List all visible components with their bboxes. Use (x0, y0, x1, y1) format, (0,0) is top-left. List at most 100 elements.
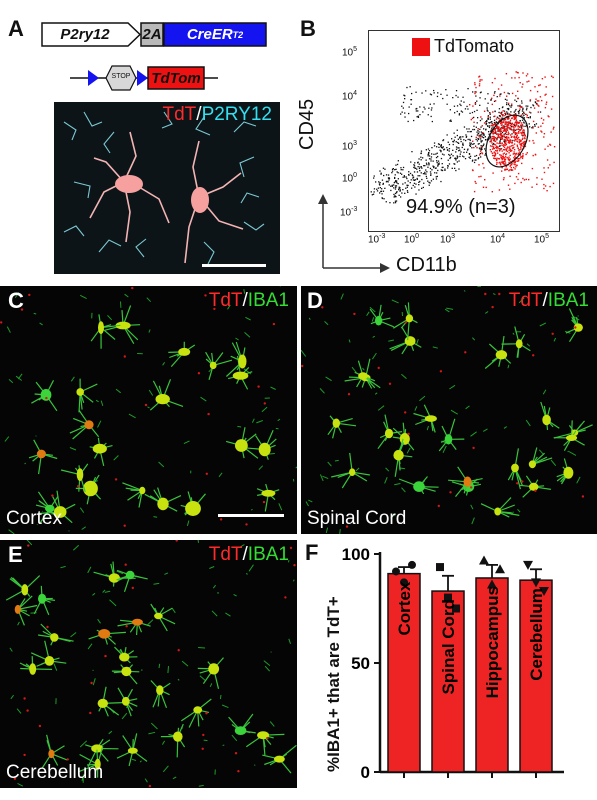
flow-tdtomato-dot (500, 84, 503, 86)
flow-event-dot (498, 111, 500, 114)
flow-event-dot (443, 149, 445, 151)
flow-event-dot (456, 105, 459, 107)
flow-event-dot (444, 169, 446, 171)
flow-tdtomato-dot (491, 97, 493, 99)
flow-event-dot (447, 167, 449, 169)
flow-event-dot (414, 179, 416, 181)
red-speck (266, 736, 269, 740)
flow-tdtomato-dot (523, 134, 525, 136)
flow-event-dot (494, 91, 496, 93)
flow-event-dot (464, 158, 467, 160)
flow-tdtomato-dot (520, 114, 523, 116)
flow-event-dot (499, 144, 501, 147)
flow-event-dot (514, 99, 516, 101)
flow-event-dot (382, 167, 385, 169)
flow-legend-label: TdTomato (434, 36, 515, 56)
process-fragment (390, 513, 397, 519)
process-fragment (146, 619, 154, 626)
flow-event-dot (424, 171, 426, 173)
flow-event-dot (507, 92, 509, 94)
flow-tdtomato-dot (494, 152, 496, 154)
flow-event-dot (473, 125, 475, 127)
flow-event-dot (450, 120, 452, 122)
flow-event-dot (398, 194, 400, 196)
flow-tdtomato-dot (494, 144, 497, 146)
process-fragment (391, 299, 399, 304)
microglia-cell-body (125, 570, 135, 580)
red-speck (377, 366, 380, 370)
flow-tdtomato-dot (505, 131, 507, 133)
flow-event-dot (433, 92, 435, 94)
microglia-cell-body (84, 420, 94, 430)
flow-event-dot (399, 172, 402, 174)
process-fragment (218, 472, 223, 478)
process-fragment (153, 516, 158, 518)
flow-event-dot (481, 140, 483, 142)
flow-event-dot (421, 178, 423, 181)
flow-event-dot (418, 163, 420, 165)
flow-event-dot (482, 144, 485, 146)
process-fragment (16, 708, 22, 714)
flow-xtick-1e4: 104 (490, 233, 505, 245)
process-fragment (471, 517, 475, 525)
flow-scatter (366, 71, 556, 204)
flow-tdtomato-dot (522, 137, 524, 139)
flow-event-dot (416, 178, 418, 180)
red-speck (534, 489, 537, 492)
process-fragment (97, 420, 102, 428)
flow-event-dot (396, 191, 398, 193)
red-speck (581, 495, 585, 498)
microglia-cell-body (384, 428, 394, 439)
flow-xtick-base: 10 (490, 234, 502, 246)
flow-event-dot (435, 156, 438, 159)
flow-event-dot (490, 129, 492, 131)
flow-event-dot (486, 109, 488, 111)
flow-event-dot (427, 155, 429, 157)
image-d-region: Spinal Cord (307, 508, 407, 529)
flow-event-dot (436, 152, 438, 154)
process-fragment (172, 776, 177, 780)
flow-event-dot (481, 148, 483, 150)
flow-tdtomato-dot (511, 122, 513, 125)
flow-tdtomato-dot (509, 145, 511, 148)
flow-event-dot (470, 144, 472, 146)
flow-event-dot (521, 100, 523, 102)
flow-event-dot (489, 112, 491, 114)
flow-event-dot (395, 185, 398, 187)
flow-tdtomato-dot (514, 182, 516, 185)
flow-tdtomato-dot (502, 127, 505, 129)
flow-tdtomato-dot (521, 157, 524, 160)
flow-event-dot (523, 121, 525, 123)
flow-ytick-1e-3: 10-3 (340, 206, 357, 218)
flow-tdtomato-dot (479, 154, 481, 156)
flow-event-dot (395, 196, 397, 198)
flow-tdtomato-dot (482, 186, 485, 188)
process-fragment (542, 389, 547, 395)
flow-tdtomato-dot (514, 153, 516, 155)
flow-tdtomato-dot (541, 131, 543, 133)
flow-xtick-base: 10 (368, 234, 380, 246)
flow-event-dot (402, 169, 404, 171)
process-fragment (275, 427, 279, 430)
flow-tdtomato-dot (513, 115, 516, 117)
flow-event-dot (449, 154, 451, 157)
red-speck (437, 504, 440, 508)
flow-event-dot (506, 124, 509, 126)
flow-event-dot (485, 128, 487, 130)
flow-tdtomato-dot (504, 144, 506, 147)
flow-event-dot (477, 158, 479, 160)
flow-event-dot (465, 134, 467, 136)
flow-tdtomato-dot (517, 147, 519, 150)
flow-event-dot (381, 179, 384, 181)
flow-tdtomato-dot (508, 162, 510, 164)
flow-event-dot (504, 98, 507, 100)
process-fragment (87, 643, 93, 650)
flow-tdtomato-dot (523, 137, 526, 139)
flow-tdtomato-dot (522, 155, 524, 157)
flow-event-dot (493, 100, 496, 102)
flow-tdtomato-dot (503, 120, 505, 122)
flow-tdtomato-dot (516, 164, 518, 167)
flow-event-dot (436, 175, 438, 178)
flow-tdtomato-dot (493, 157, 496, 160)
flow-tdtomato-dot (513, 143, 516, 145)
